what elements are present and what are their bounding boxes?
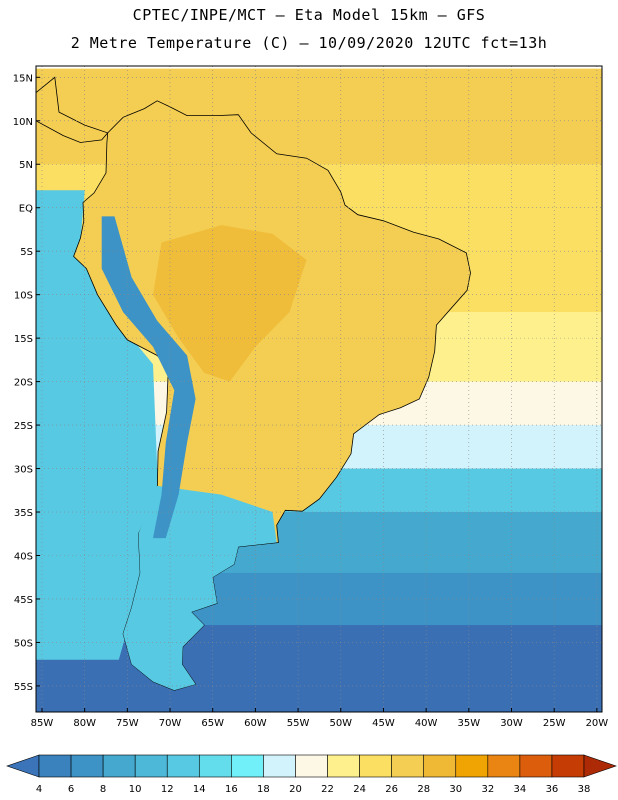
colorbar-box (134, 754, 168, 778)
colorbar-tick-label: 38 (578, 784, 591, 795)
lon-label: 70W (159, 718, 182, 729)
lon-label: 30W (500, 718, 523, 729)
colorbar-tick-label: 18 (257, 784, 270, 795)
colorbar-box (70, 754, 104, 778)
colorbar-tick-label: 22 (321, 784, 334, 795)
colorbar-tick-label: 16 (225, 784, 238, 795)
lon-label: 80W (73, 718, 96, 729)
lon-label: 50W (329, 718, 352, 729)
colorbar-tick-label: 26 (385, 784, 398, 795)
colorbar-box (487, 754, 521, 778)
lat-label: 10S (14, 291, 33, 302)
lon-label: 65W (201, 718, 224, 729)
warm-interior-zone (153, 225, 307, 382)
lat-label: 15S (14, 334, 33, 345)
colorbar-right-arrow (583, 754, 617, 778)
colorbar-box (519, 754, 553, 778)
colorbar-tick-label: 34 (514, 784, 527, 795)
map-subtitle: 2 Metre Temperature (C) – 10/09/2020 12U… (70, 34, 548, 52)
colorbar-tick-label: 8 (100, 784, 106, 795)
lon-label: 75W (116, 718, 139, 729)
colorbar-box (551, 754, 585, 778)
map-plot-area (36, 66, 602, 712)
colorbar-tick-label: 30 (449, 784, 462, 795)
longitude-labels: 85W 80W 75W 70W 65W 60W 55W 50W 45W 40W 35W 30W 25W 2… (31, 708, 609, 729)
color-scale-ticks: 4 6 8 10 12 14 16 18 20 22 24 26 28 30 32 34 36 38 (36, 784, 591, 795)
colorbar-tick-label: 24 (353, 784, 366, 795)
map-title: CPTEC/INPE/MCT – Eta Model 15km – GFS (132, 6, 486, 24)
latitude-labels: 15N 10N 5N EQ 5S 10S 15S 20S 25S 30S 35S 40S 45S 50S 5… (13, 73, 40, 693)
colorbar-tick-label: 10 (129, 784, 142, 795)
colorbar-box (38, 754, 72, 778)
lat-label: 25S (14, 421, 33, 432)
colorbar-tick-label: 4 (36, 784, 42, 795)
lat-label: 10N (13, 117, 33, 128)
colorbar-tick-label: 12 (161, 784, 174, 795)
colorbar-tick-label: 14 (193, 784, 206, 795)
colorbar-tick-label: 36 (546, 784, 559, 795)
lat-label: 45S (14, 595, 33, 606)
lon-label: 85W (31, 718, 54, 729)
colorbar-box (231, 754, 264, 778)
colorbar-box (423, 754, 457, 778)
colorbar-box (102, 754, 136, 778)
lon-label: 20W (586, 718, 609, 729)
central-america-land (36, 76, 109, 143)
colorbar-box (166, 754, 200, 778)
map-frame (35, 65, 603, 713)
lon-label: 55W (287, 718, 310, 729)
lat-label: 35S (14, 508, 33, 519)
lat-label: 55S (14, 682, 33, 693)
lat-label: 15N (13, 73, 33, 84)
lon-label: 40W (415, 718, 438, 729)
colorbar-box (391, 754, 425, 778)
lon-label: 25W (543, 718, 566, 729)
colorbar-left-arrow (6, 754, 40, 778)
colorbar-box (327, 754, 360, 778)
lon-label: 60W (244, 718, 267, 729)
lat-label: 50S (14, 638, 33, 649)
lat-label: 40S (14, 551, 33, 562)
lat-label: EQ (19, 204, 33, 215)
lat-label: 5S (20, 247, 33, 258)
lat-label: 20S (14, 378, 33, 389)
colorbar-box (359, 754, 392, 778)
colorbar-tick-label: 28 (417, 784, 430, 795)
lon-label: 35W (458, 718, 481, 729)
lat-label: 5N (19, 160, 33, 171)
lon-label: 45W (372, 718, 395, 729)
colorbar-box (198, 754, 232, 778)
lat-label: 30S (14, 465, 33, 476)
colorbar-tick-label: 6 (68, 784, 74, 795)
colorbar-box (295, 754, 328, 778)
colorbar-tick-label: 32 (481, 784, 494, 795)
colorbar-box (455, 754, 489, 778)
color-scale-boxes (6, 754, 617, 778)
colorbar-tick-label: 20 (289, 784, 302, 795)
colorbar-box (263, 754, 296, 778)
andes-cold-zone (101, 216, 196, 539)
